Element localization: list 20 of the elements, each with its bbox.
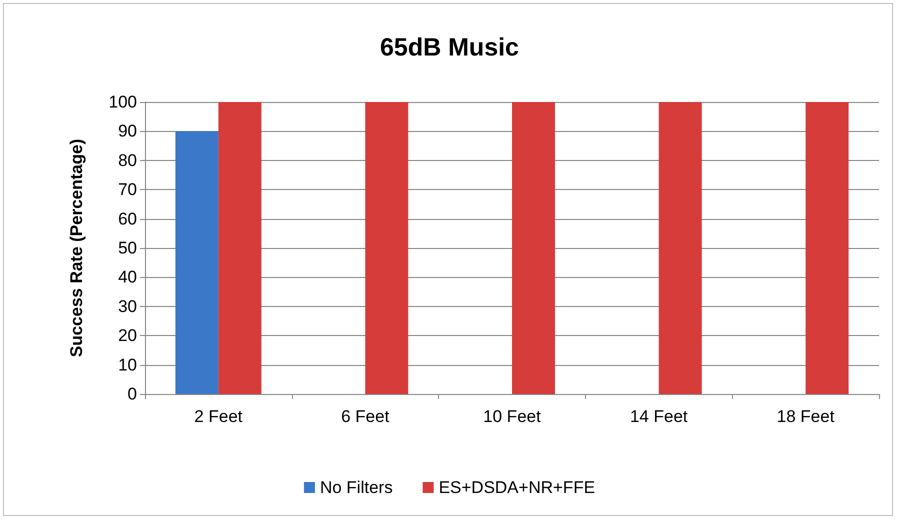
y-tick-label: 60	[118, 209, 137, 228]
x-tick-label: 2 Feet	[194, 407, 243, 426]
y-tick-label: 100	[108, 92, 137, 112]
y-tick-label: 0	[128, 384, 137, 404]
y-tick-label: 40	[118, 268, 137, 287]
y-tick-label: 80	[118, 150, 137, 170]
y-tick-label: 90	[118, 122, 137, 141]
legend-label: ES+DSDA+NR+FFE	[438, 478, 596, 497]
x-tick-label: 14 Feet	[630, 407, 688, 426]
chart-title: 65dB Music	[380, 34, 520, 62]
y-tick-label: 70	[118, 180, 137, 200]
y-axis-title: Success Rate (Percentage)	[67, 138, 86, 358]
y-tick-label: 20	[118, 326, 137, 346]
y-tick-label: 30	[118, 296, 137, 316]
x-tick-label: 18 Feet	[776, 407, 835, 426]
legend-label: No Filters	[320, 478, 393, 497]
x-tick-label: 10 Feet	[483, 407, 542, 426]
y-tick-label: 50	[118, 238, 137, 258]
x-tick-label: 6 Feet	[341, 407, 390, 426]
y-tick-label: 10	[118, 355, 137, 374]
